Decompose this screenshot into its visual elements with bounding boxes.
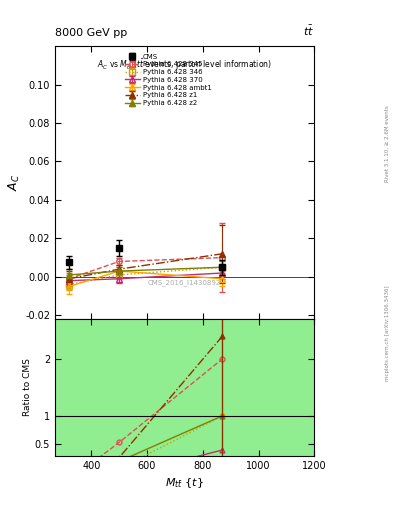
Y-axis label: Ratio to CMS: Ratio to CMS xyxy=(23,358,32,416)
X-axis label: $M_{t\bar{t}}\ \{t\}$: $M_{t\bar{t}}\ \{t\}$ xyxy=(165,476,204,490)
Text: 8000 GeV pp: 8000 GeV pp xyxy=(55,28,127,38)
Legend: CMS, Pythia 6.428 345, Pythia 6.428 346, Pythia 6.428 370, Pythia 6.428 ambt1, P: CMS, Pythia 6.428 345, Pythia 6.428 346,… xyxy=(123,52,213,108)
Y-axis label: $A_C$: $A_C$ xyxy=(7,174,22,191)
Text: $A_C$ vs $M_{t\bar{t}}$ ($t\bar{t}$ events, parton level information): $A_C$ vs $M_{t\bar{t}}$ ($t\bar{t}$ even… xyxy=(97,57,272,72)
Text: CMS_2016_I1430892: CMS_2016_I1430892 xyxy=(148,280,221,286)
Text: $t\bar{t}$: $t\bar{t}$ xyxy=(303,24,314,38)
Text: mcplots.cern.ch [arXiv:1306.3436]: mcplots.cern.ch [arXiv:1306.3436] xyxy=(385,285,389,380)
Text: Rivet 3.1.10, ≥ 2.6M events: Rivet 3.1.10, ≥ 2.6M events xyxy=(385,105,389,182)
